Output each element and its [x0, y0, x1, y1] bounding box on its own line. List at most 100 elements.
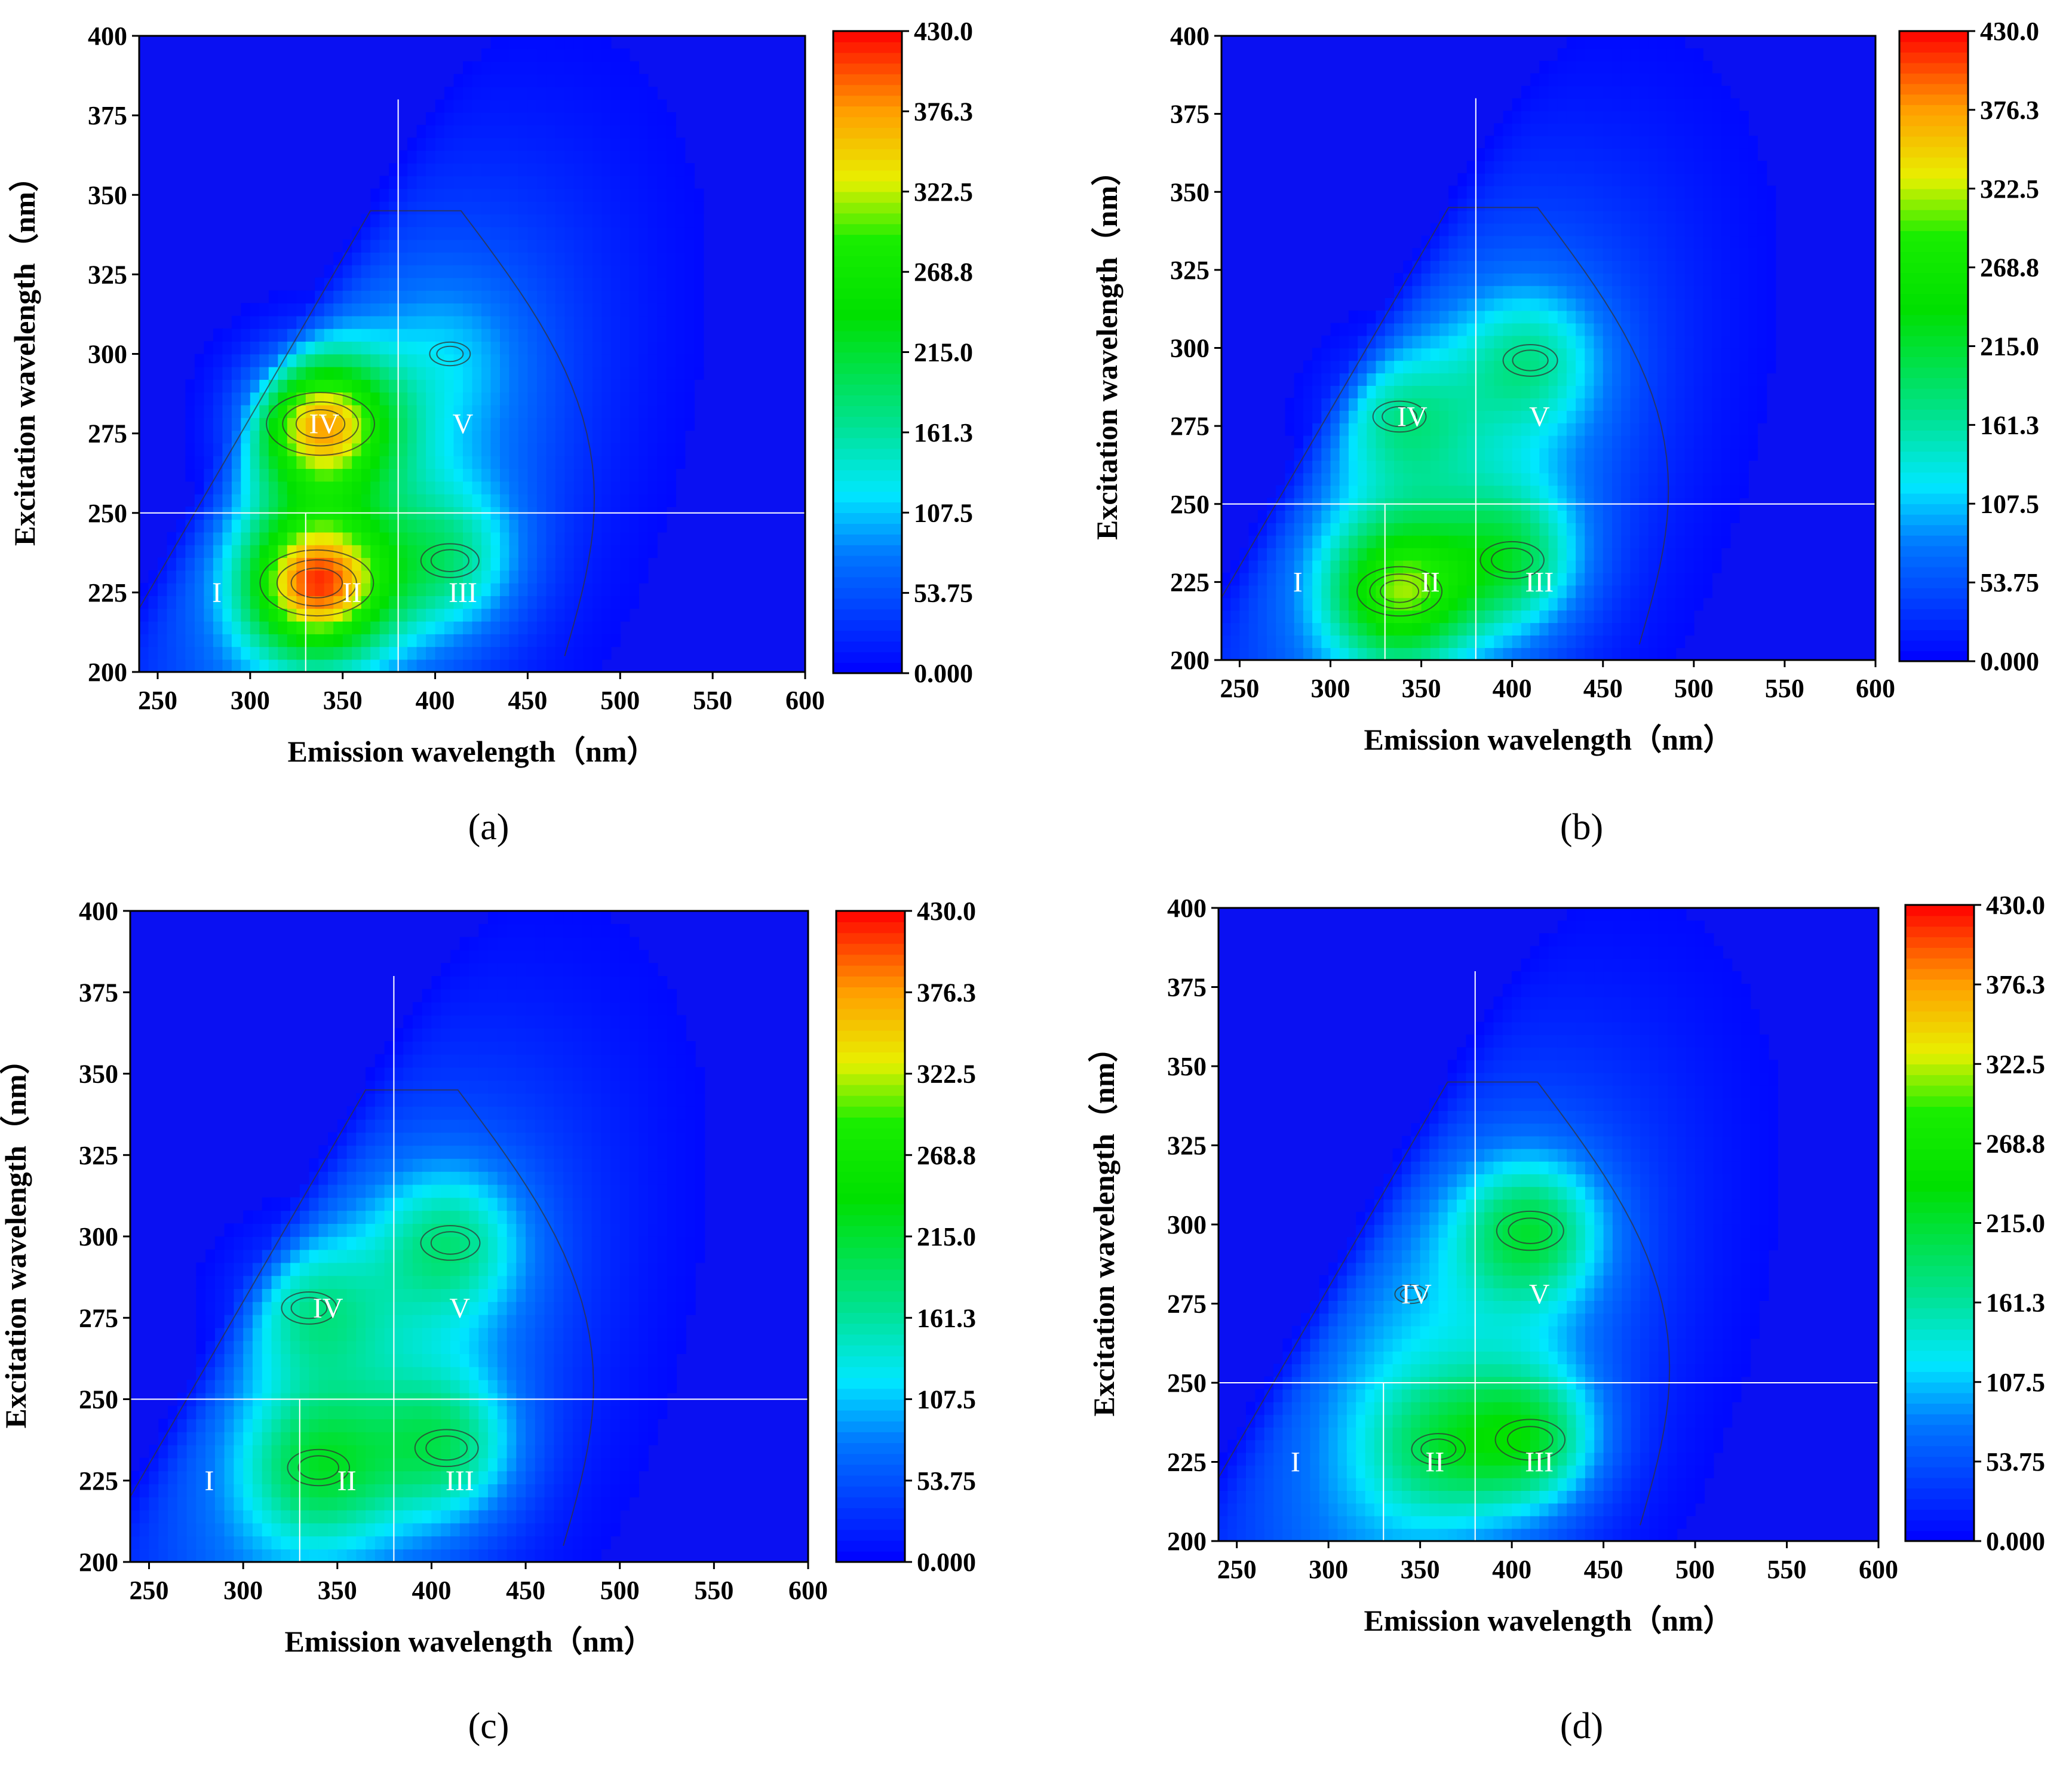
heatmap-cell [1603, 585, 1613, 599]
heatmap-cell [1566, 622, 1576, 636]
heatmap-cell [1766, 223, 1776, 237]
heatmap-cell [1712, 435, 1722, 449]
heatmap-cell [1630, 547, 1640, 561]
heatmap-cell [481, 252, 492, 266]
heatmap-cell [1703, 111, 1712, 124]
heatmap-cell [1303, 447, 1313, 461]
heatmap-cell [676, 379, 686, 393]
heatmap-cell [315, 379, 325, 393]
heatmap-cell [481, 596, 492, 609]
heatmap-cell [1466, 335, 1477, 349]
heatmap-cell [1684, 472, 1695, 486]
heatmap-cell [1367, 585, 1377, 599]
heatmap-cell [1439, 472, 1449, 486]
heatmap-cell [1457, 323, 1468, 336]
heatmap-cell [426, 341, 436, 355]
heatmap-cell [1594, 572, 1604, 586]
heatmap-cell [1267, 510, 1276, 523]
heatmap-cell [564, 392, 575, 406]
heatmap-cell [1766, 297, 1776, 311]
heatmap-cell [250, 596, 260, 609]
heatmap-cell [481, 290, 492, 304]
heatmap-cell [1257, 523, 1267, 536]
heatmap-cell [1630, 422, 1640, 436]
heatmap-cell [592, 519, 603, 533]
heatmap-cell [139, 1549, 150, 1563]
heatmap-cell [601, 493, 612, 507]
heatmap-cell [361, 582, 371, 596]
heatmap-cell [1430, 310, 1440, 324]
heatmap-cell [453, 430, 463, 444]
heatmap-cell [1376, 535, 1386, 548]
heatmap-cell [472, 354, 482, 367]
heatmap-cell [1748, 373, 1758, 386]
heatmap-cell [243, 1471, 253, 1484]
heatmap-cell [509, 188, 519, 202]
heatmap-cell [1612, 585, 1622, 599]
heatmap-cell [407, 341, 418, 355]
heatmap-cell [176, 596, 186, 609]
heatmap-cell [1585, 136, 1595, 149]
heatmap-cell [241, 430, 251, 444]
heatmap-cell [500, 519, 510, 533]
heatmap-cell [1548, 210, 1558, 224]
heatmap-cell [379, 545, 389, 558]
heatmap-cell [555, 239, 566, 253]
heatmap-cell [1457, 348, 1468, 361]
heatmap-cell [1394, 485, 1404, 499]
heatmap-cell [536, 519, 547, 533]
heatmap-cell [1294, 410, 1304, 423]
heatmap-cell [158, 557, 168, 571]
heatmap-cell [639, 392, 649, 406]
heatmap-cell [1576, 422, 1586, 436]
heatmap-cell [435, 303, 445, 317]
heatmap-cell [194, 519, 205, 533]
heatmap-cell [1348, 635, 1358, 648]
heatmap-cell [684, 366, 695, 380]
heatmap-cell [259, 545, 269, 558]
heatmap-cell [361, 239, 371, 253]
heatmap-cell [1548, 635, 1558, 648]
heatmap-cell [694, 214, 704, 228]
heatmap-cell [647, 418, 658, 431]
heatmap-cell [573, 252, 584, 266]
heatmap-cell [1603, 635, 1613, 648]
heatmap-cell [324, 290, 334, 304]
heatmap-cell [1367, 348, 1377, 361]
heatmap-cell [231, 354, 242, 367]
x-tick-label: 600 [785, 686, 825, 715]
heatmap-cell [1303, 610, 1313, 624]
colorbar-swatch [1899, 524, 1968, 536]
heatmap-cell [453, 188, 463, 202]
heatmap-cell [435, 252, 445, 266]
heatmap-cell [1666, 560, 1677, 573]
heatmap-cell [1739, 410, 1749, 423]
heatmap-cell [583, 125, 593, 139]
heatmap-cell [684, 315, 695, 329]
heatmap-cell [1757, 248, 1767, 261]
heatmap-cell [1757, 198, 1767, 211]
heatmap-cell [472, 61, 482, 75]
heatmap-cell [1475, 610, 1485, 624]
x-axis-title: Emission wavelength（nm） [1364, 723, 1733, 756]
heatmap-cell [1666, 73, 1677, 87]
heatmap-cell [1730, 98, 1740, 112]
heatmap-cell [224, 1327, 235, 1342]
heatmap-cell [555, 265, 566, 278]
heatmap-cell [1294, 435, 1304, 449]
heatmap-cell [610, 493, 621, 507]
heatmap-cell [224, 1367, 235, 1380]
heatmap-cell [481, 163, 492, 177]
heatmap-cell [324, 532, 334, 545]
heatmap-cell [1330, 572, 1340, 586]
colorbar-swatch [1899, 167, 1968, 179]
heatmap-cell [324, 303, 334, 317]
heatmap-cell [407, 596, 418, 609]
heatmap-cell [1358, 622, 1368, 636]
heatmap-cell [389, 570, 399, 584]
heatmap-cell [398, 188, 408, 202]
heatmap-cell [305, 418, 316, 431]
heatmap-cell [1248, 622, 1258, 636]
